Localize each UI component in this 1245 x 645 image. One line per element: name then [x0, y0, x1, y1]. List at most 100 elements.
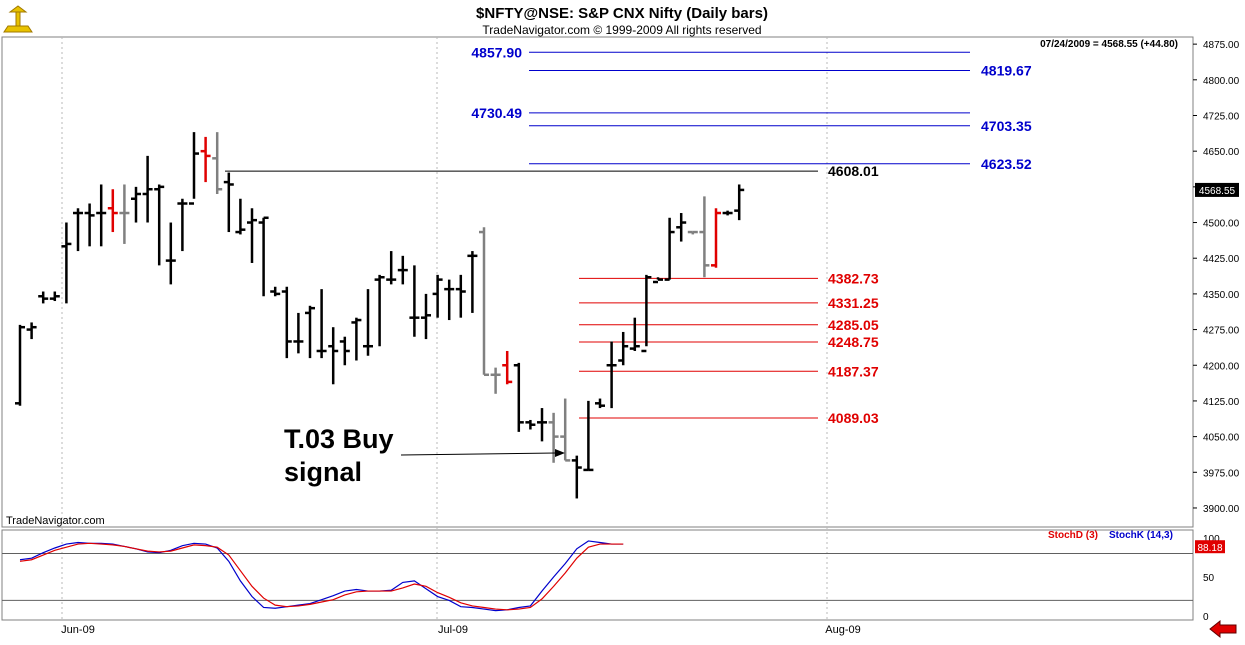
projection-level-label: 4382.73 — [828, 270, 879, 286]
ohlc-bar — [606, 341, 617, 409]
ohlc-bar — [699, 196, 710, 278]
ohlc-bar — [212, 132, 223, 194]
ohlc-bar — [734, 184, 745, 221]
last-bar-info: 07/24/2009 = 4568.55 (+44.80) — [1040, 39, 1178, 50]
ohlc-bar — [107, 189, 118, 233]
ohlc-bar — [664, 217, 675, 281]
stoch-last-value-box — [1195, 540, 1225, 554]
projection-level-label: 4730.49 — [471, 105, 522, 121]
ohlc-bar — [363, 289, 373, 356]
stoch-tick-label: 50 — [1203, 573, 1215, 584]
price-tick-label: 4800.00 — [1203, 76, 1240, 87]
ohlc-bar — [676, 213, 687, 242]
annotation-arrow-head — [555, 449, 565, 457]
ohlc-bar — [223, 172, 234, 233]
price-tick-label: 3975.00 — [1203, 468, 1240, 479]
ohlc-bar — [189, 132, 199, 205]
price-tick-label: 4725.00 — [1203, 111, 1240, 122]
ohlc-bar — [432, 274, 443, 318]
ohlc-bar — [502, 350, 513, 385]
ohlc-bar — [200, 136, 211, 183]
stoch-tick-label: 0 — [1203, 612, 1209, 623]
ohlc-bar — [154, 184, 165, 266]
oscillator-panel-border — [1, 529, 1194, 621]
ohlc-bar — [119, 184, 130, 244]
ohlc-bar — [467, 251, 478, 313]
price-tick-label: 4275.00 — [1203, 326, 1240, 337]
ohlc-bar — [513, 362, 524, 432]
ohlc-bar — [711, 208, 721, 268]
ohlc-bar — [629, 317, 640, 351]
projection-level-label: 4857.90 — [471, 44, 522, 60]
legend-stoch-k: StochK (14,3) — [1109, 530, 1173, 541]
ohlc-bar — [316, 289, 327, 359]
price-axis: 4875.004800.004725.004650.004575.004500.… — [1193, 40, 1240, 515]
ohlc-bar — [641, 274, 652, 353]
ohlc-bar — [305, 305, 315, 359]
date-tick-label: Aug-09 — [825, 624, 860, 636]
projection-level-label: 4248.75 — [828, 334, 879, 350]
ohlc-bar — [525, 419, 536, 430]
ohlc-bar — [618, 331, 629, 366]
price-tick-label: 4875.00 — [1203, 40, 1240, 51]
chart-subtitle: TradeNavigator.com © 1999-2009 All right… — [482, 23, 761, 37]
projection-level-label: 4187.37 — [828, 363, 879, 379]
ohlc-bar — [409, 265, 420, 337]
chart-title: $NFTY@NSE: S&P CNX Nifty (Daily bars) — [476, 5, 768, 22]
ohlc-bar — [84, 203, 95, 247]
ohlc-bar — [38, 291, 49, 304]
price-tick-label: 4500.00 — [1203, 219, 1240, 230]
scroll-arrow-icon[interactable] — [1205, 619, 1243, 639]
last-price-box — [1195, 182, 1239, 197]
ohlc-bar — [421, 293, 431, 340]
projection-levels: 4857.90 4819.67 4730.49 4703.35 4623.52 4608.… — [225, 44, 1032, 426]
stoch-line-d — [19, 542, 624, 611]
logo-icon — [3, 5, 33, 33]
ohlc-bar — [479, 227, 489, 377]
stoch-tick-label: 100 — [1203, 534, 1220, 545]
projection-level-label: 4703.35 — [981, 118, 1032, 134]
price-tick-label: 4050.00 — [1203, 433, 1240, 444]
ohlc-bar — [397, 255, 408, 285]
annotation-line-1: T.03 Buy — [284, 424, 394, 454]
ohlc-bar — [247, 208, 257, 263]
ohlc-bar — [15, 324, 25, 406]
ohlc-bar — [328, 327, 339, 385]
annotation-arrow-line — [400, 452, 557, 456]
ohlc-bar — [73, 208, 83, 252]
projection-level-label: 4623.52 — [981, 156, 1032, 172]
ohlc-bar — [61, 222, 72, 304]
ohlc-bar — [687, 230, 698, 235]
price-tick-label: 4200.00 — [1203, 361, 1240, 372]
ohlc-bar — [571, 455, 582, 499]
price-tick-label: 4650.00 — [1203, 147, 1240, 158]
ohlc-bar — [374, 274, 385, 347]
date-tick-label: Jul-09 — [438, 624, 468, 636]
gridlines — [61, 37, 828, 620]
price-tick-label: 4350.00 — [1203, 290, 1240, 301]
ohlc-bar — [131, 186, 141, 223]
ohlc-bar — [177, 198, 188, 252]
ohlc-bar — [490, 367, 501, 394]
ohlc-bar — [270, 286, 281, 297]
date-axis: Jun-09 Jul-09 Aug-09 — [61, 624, 861, 636]
watermark-text: TradeNavigator.com — [6, 515, 105, 527]
ohlc-bar — [595, 398, 605, 409]
ohlc-bar — [560, 398, 571, 462]
ohlc-bar — [165, 222, 176, 285]
legend-stoch-d: StochD (3) — [1048, 530, 1098, 541]
price-bars — [15, 132, 745, 499]
ohlc-bar — [49, 291, 60, 302]
ohlc-bar — [235, 198, 246, 235]
projection-level-label: 4608.01 — [828, 163, 879, 179]
ohlc-bar — [455, 274, 466, 318]
price-tick-label: 3900.00 — [1203, 504, 1240, 515]
last-price-label: 4568.55 — [1199, 186, 1236, 197]
stoch-last-value-label: 88.18 — [1197, 543, 1222, 554]
ohlc-bar — [281, 286, 292, 359]
projection-level-label: 4285.05 — [828, 317, 879, 333]
ohlc-bar — [537, 408, 547, 442]
annotation-line-2: signal — [284, 457, 362, 487]
